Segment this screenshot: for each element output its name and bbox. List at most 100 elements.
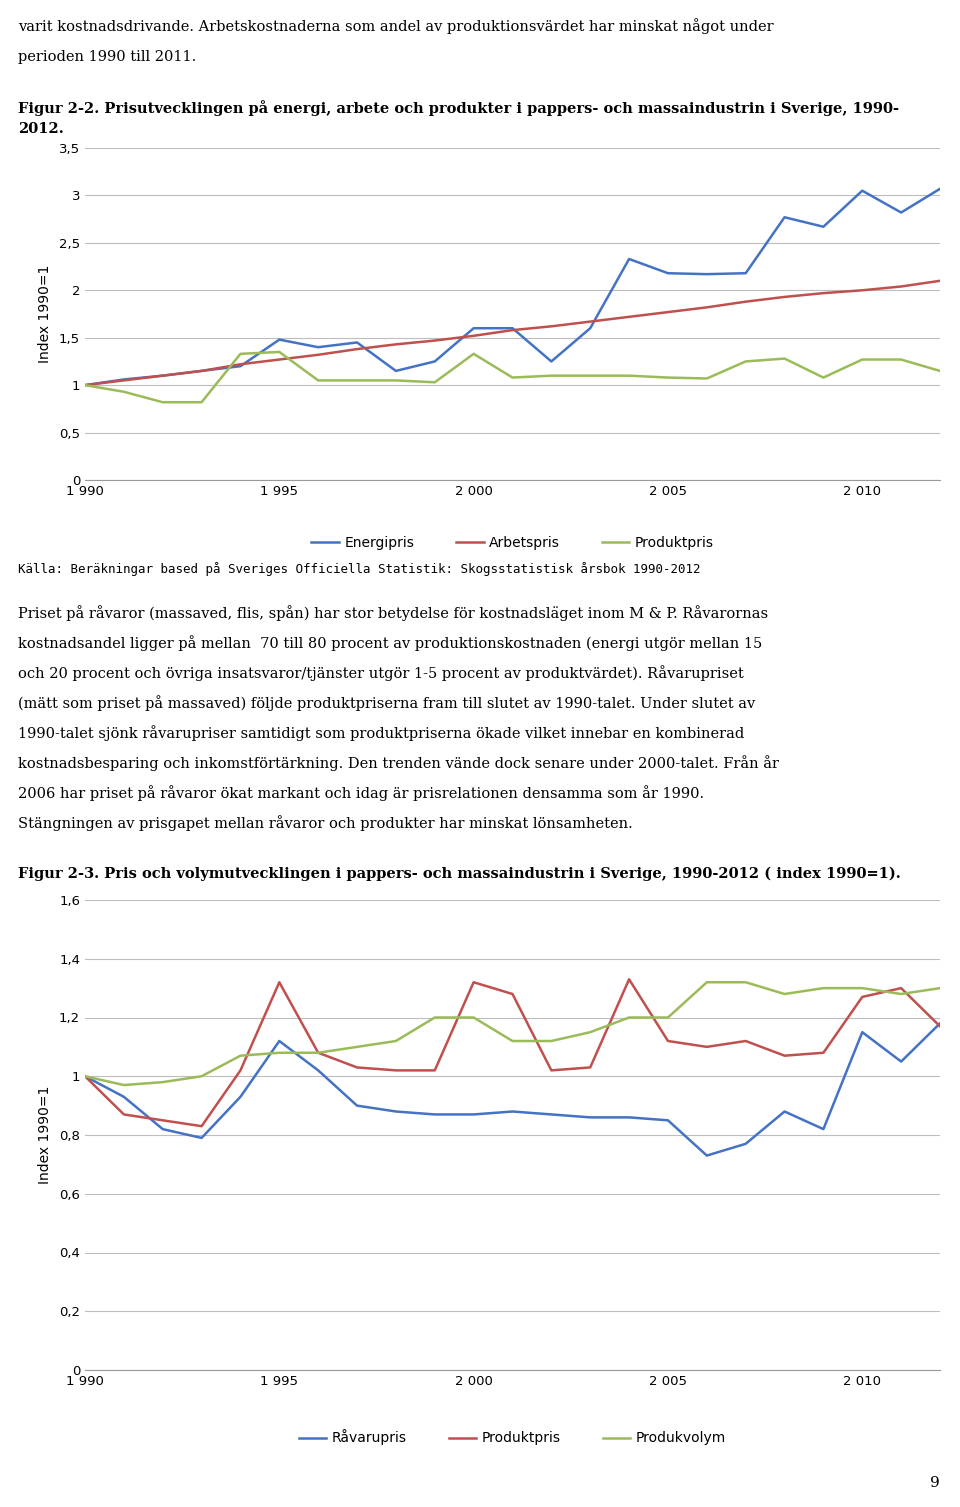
- Produktpris: [701, 1038, 712, 1056]
- Råvarupris: [779, 1103, 790, 1121]
- Produkvolym: [507, 1032, 518, 1050]
- Produktpris: [196, 393, 207, 411]
- Legend: Råvarupris, Produktpris, Produkvolym: Råvarupris, Produktpris, Produkvolym: [293, 1424, 732, 1451]
- Text: Källa: Beräkningar based på Sveriges Officiella Statistik: Skogsstatistisk årsbo: Källa: Beräkningar based på Sveriges Off…: [18, 562, 701, 576]
- Råvarupris: [80, 1067, 91, 1085]
- Text: Figur 2-3. Pris och volymutvecklingen i pappers- och massaindustrin i Sverige, 1: Figur 2-3. Pris och volymutvecklingen i …: [18, 867, 900, 882]
- Produkvolym: [312, 1044, 324, 1062]
- Produkvolym: [934, 980, 946, 998]
- Produkvolym: [662, 1008, 674, 1026]
- Råvarupris: [545, 1106, 557, 1124]
- Produktpris: [274, 344, 285, 362]
- Arbetspris: [740, 292, 752, 310]
- Råvarupris: [157, 1120, 169, 1138]
- Arbetspris: [818, 285, 829, 303]
- Text: och 20 procent och övriga insatsvaror/tjänster utgör 1-5 procent av produktvärde: och 20 procent och övriga insatsvaror/tj…: [18, 665, 744, 681]
- Arbetspris: [234, 356, 246, 374]
- Legend: Energipris, Arbetspris, Produktpris: Energipris, Arbetspris, Produktpris: [305, 530, 720, 555]
- Arbetspris: [896, 277, 907, 295]
- Produkvolym: [351, 1038, 363, 1056]
- Energipris: [157, 366, 169, 384]
- Produktpris: [274, 974, 285, 992]
- Line: Produkvolym: Produkvolym: [85, 983, 940, 1085]
- Line: Produktpris: Produktpris: [85, 980, 940, 1126]
- Produktpris: [896, 980, 907, 998]
- Text: Stängningen av prisgapet mellan råvaror och produkter har minskat lönsamheten.: Stängningen av prisgapet mellan råvaror …: [18, 815, 633, 830]
- Arbetspris: [545, 318, 557, 336]
- Produkvolym: [779, 986, 790, 1004]
- Produktpris: [585, 1058, 596, 1076]
- Produkvolym: [390, 1032, 401, 1050]
- Produktpris: [818, 369, 829, 387]
- Produktpris: [934, 1017, 946, 1035]
- Produktpris: [623, 971, 635, 989]
- Råvarupris: [390, 1103, 401, 1121]
- Energipris: [818, 217, 829, 235]
- Råvarupris: [662, 1111, 674, 1129]
- Råvarupris: [934, 1014, 946, 1032]
- Produktpris: [701, 369, 712, 387]
- Råvarupris: [856, 1023, 868, 1041]
- Produkvolym: [896, 986, 907, 1004]
- Arbetspris: [779, 288, 790, 306]
- Line: Arbetspris: Arbetspris: [85, 280, 940, 386]
- Produktpris: [545, 366, 557, 384]
- Energipris: [507, 319, 518, 338]
- Produktpris: [856, 351, 868, 369]
- Produkvolym: [118, 1076, 130, 1094]
- Produkvolym: [701, 974, 712, 992]
- Energipris: [545, 353, 557, 371]
- Råvarupris: [507, 1103, 518, 1121]
- Arbetspris: [80, 377, 91, 395]
- Råvarupris: [623, 1108, 635, 1126]
- Energipris: [390, 362, 401, 380]
- Produktpris: [312, 1044, 324, 1062]
- Energipris: [234, 357, 246, 375]
- Arbetspris: [390, 336, 401, 354]
- Produktpris: [157, 1111, 169, 1129]
- Arbetspris: [662, 303, 674, 321]
- Produktpris: [779, 1047, 790, 1065]
- Produkvolym: [818, 980, 829, 998]
- Produktpris: [507, 986, 518, 1004]
- Produkvolym: [234, 1047, 246, 1065]
- Produktpris: [80, 377, 91, 395]
- Energipris: [312, 338, 324, 356]
- Arbetspris: [196, 362, 207, 380]
- Produktpris: [351, 1058, 363, 1076]
- Råvarupris: [468, 1106, 479, 1124]
- Arbetspris: [856, 282, 868, 300]
- Produkvolym: [157, 1073, 169, 1091]
- Produktpris: [429, 374, 441, 392]
- Produkvolym: [856, 980, 868, 998]
- Produktpris: [234, 1061, 246, 1079]
- Produktpris: [234, 345, 246, 363]
- Arbetspris: [468, 327, 479, 345]
- Produktpris: [740, 1032, 752, 1050]
- Produktpris: [856, 989, 868, 1007]
- Produktpris: [468, 345, 479, 363]
- Arbetspris: [118, 371, 130, 389]
- Line: Råvarupris: Råvarupris: [85, 1023, 940, 1156]
- Arbetspris: [429, 332, 441, 350]
- Text: 2006 har priset på råvaror ökat markant och idag är prisrelationen densamma som : 2006 har priset på råvaror ökat markant …: [18, 785, 704, 800]
- Produktpris: [585, 366, 596, 384]
- Produkvolym: [468, 1008, 479, 1026]
- Energipris: [468, 319, 479, 338]
- Energipris: [585, 319, 596, 338]
- Text: varit kostnadsdrivande. Arbetskostnaderna som andel av produktionsvärdet har min: varit kostnadsdrivande. Arbetskostnadern…: [18, 18, 774, 33]
- Arbetspris: [351, 341, 363, 359]
- Produktpris: [545, 1061, 557, 1079]
- Produktpris: [351, 371, 363, 389]
- Produktpris: [662, 1032, 674, 1050]
- Energipris: [701, 265, 712, 283]
- Produktpris: [80, 1067, 91, 1085]
- Produkvolym: [623, 1008, 635, 1026]
- Produktpris: [740, 353, 752, 371]
- Råvarupris: [351, 1097, 363, 1115]
- Råvarupris: [234, 1088, 246, 1106]
- Arbetspris: [274, 351, 285, 369]
- Energipris: [80, 377, 91, 395]
- Text: Figur 2-2. Prisutvecklingen på energi, arbete och produkter i pappers- och massa: Figur 2-2. Prisutvecklingen på energi, a…: [18, 99, 899, 116]
- Text: 2012.: 2012.: [18, 122, 63, 136]
